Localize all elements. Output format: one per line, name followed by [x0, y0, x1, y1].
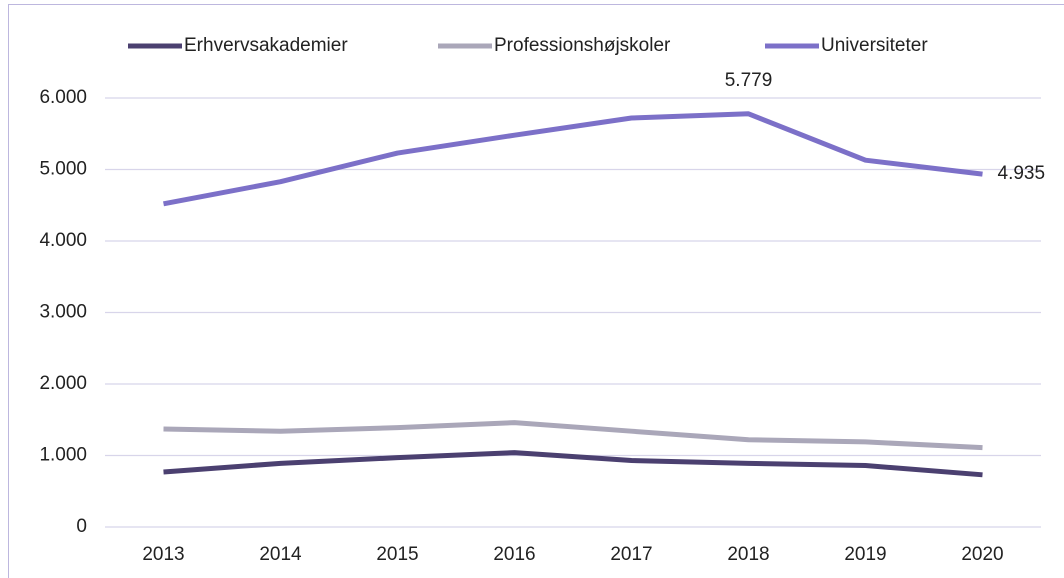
legend-label: Erhvervsakademier [184, 35, 348, 56]
x-tick-label: 2020 [961, 544, 1003, 565]
x-tick-label: 2014 [259, 544, 302, 565]
y-tick-label: 3.000 [39, 302, 87, 323]
legend-label: Universiteter [821, 35, 928, 56]
legend-label: Professionshøjskoler [494, 35, 671, 56]
y-tick-label: 4.000 [39, 230, 87, 251]
x-tick-label: 2019 [844, 544, 886, 565]
series-line [163, 420, 983, 451]
chart-frame [8, 4, 1064, 578]
y-tick-label: 6.000 [39, 87, 87, 108]
x-tick-label: 2013 [142, 544, 184, 565]
x-tick-label: 2017 [610, 544, 652, 565]
x-tick-label: 2015 [376, 544, 418, 565]
data-label: 5.779 [725, 70, 773, 91]
x-tick-label: 2018 [727, 544, 769, 565]
data-label: 4.935 [998, 163, 1046, 184]
x-tick-label: 2016 [493, 544, 535, 565]
y-tick-label: 2.000 [39, 373, 87, 394]
series-line [163, 450, 983, 478]
series-line [163, 111, 983, 207]
y-tick-label: 1.000 [39, 445, 87, 466]
y-tick-label: 0 [76, 516, 87, 537]
y-tick-label: 5.000 [39, 159, 87, 180]
